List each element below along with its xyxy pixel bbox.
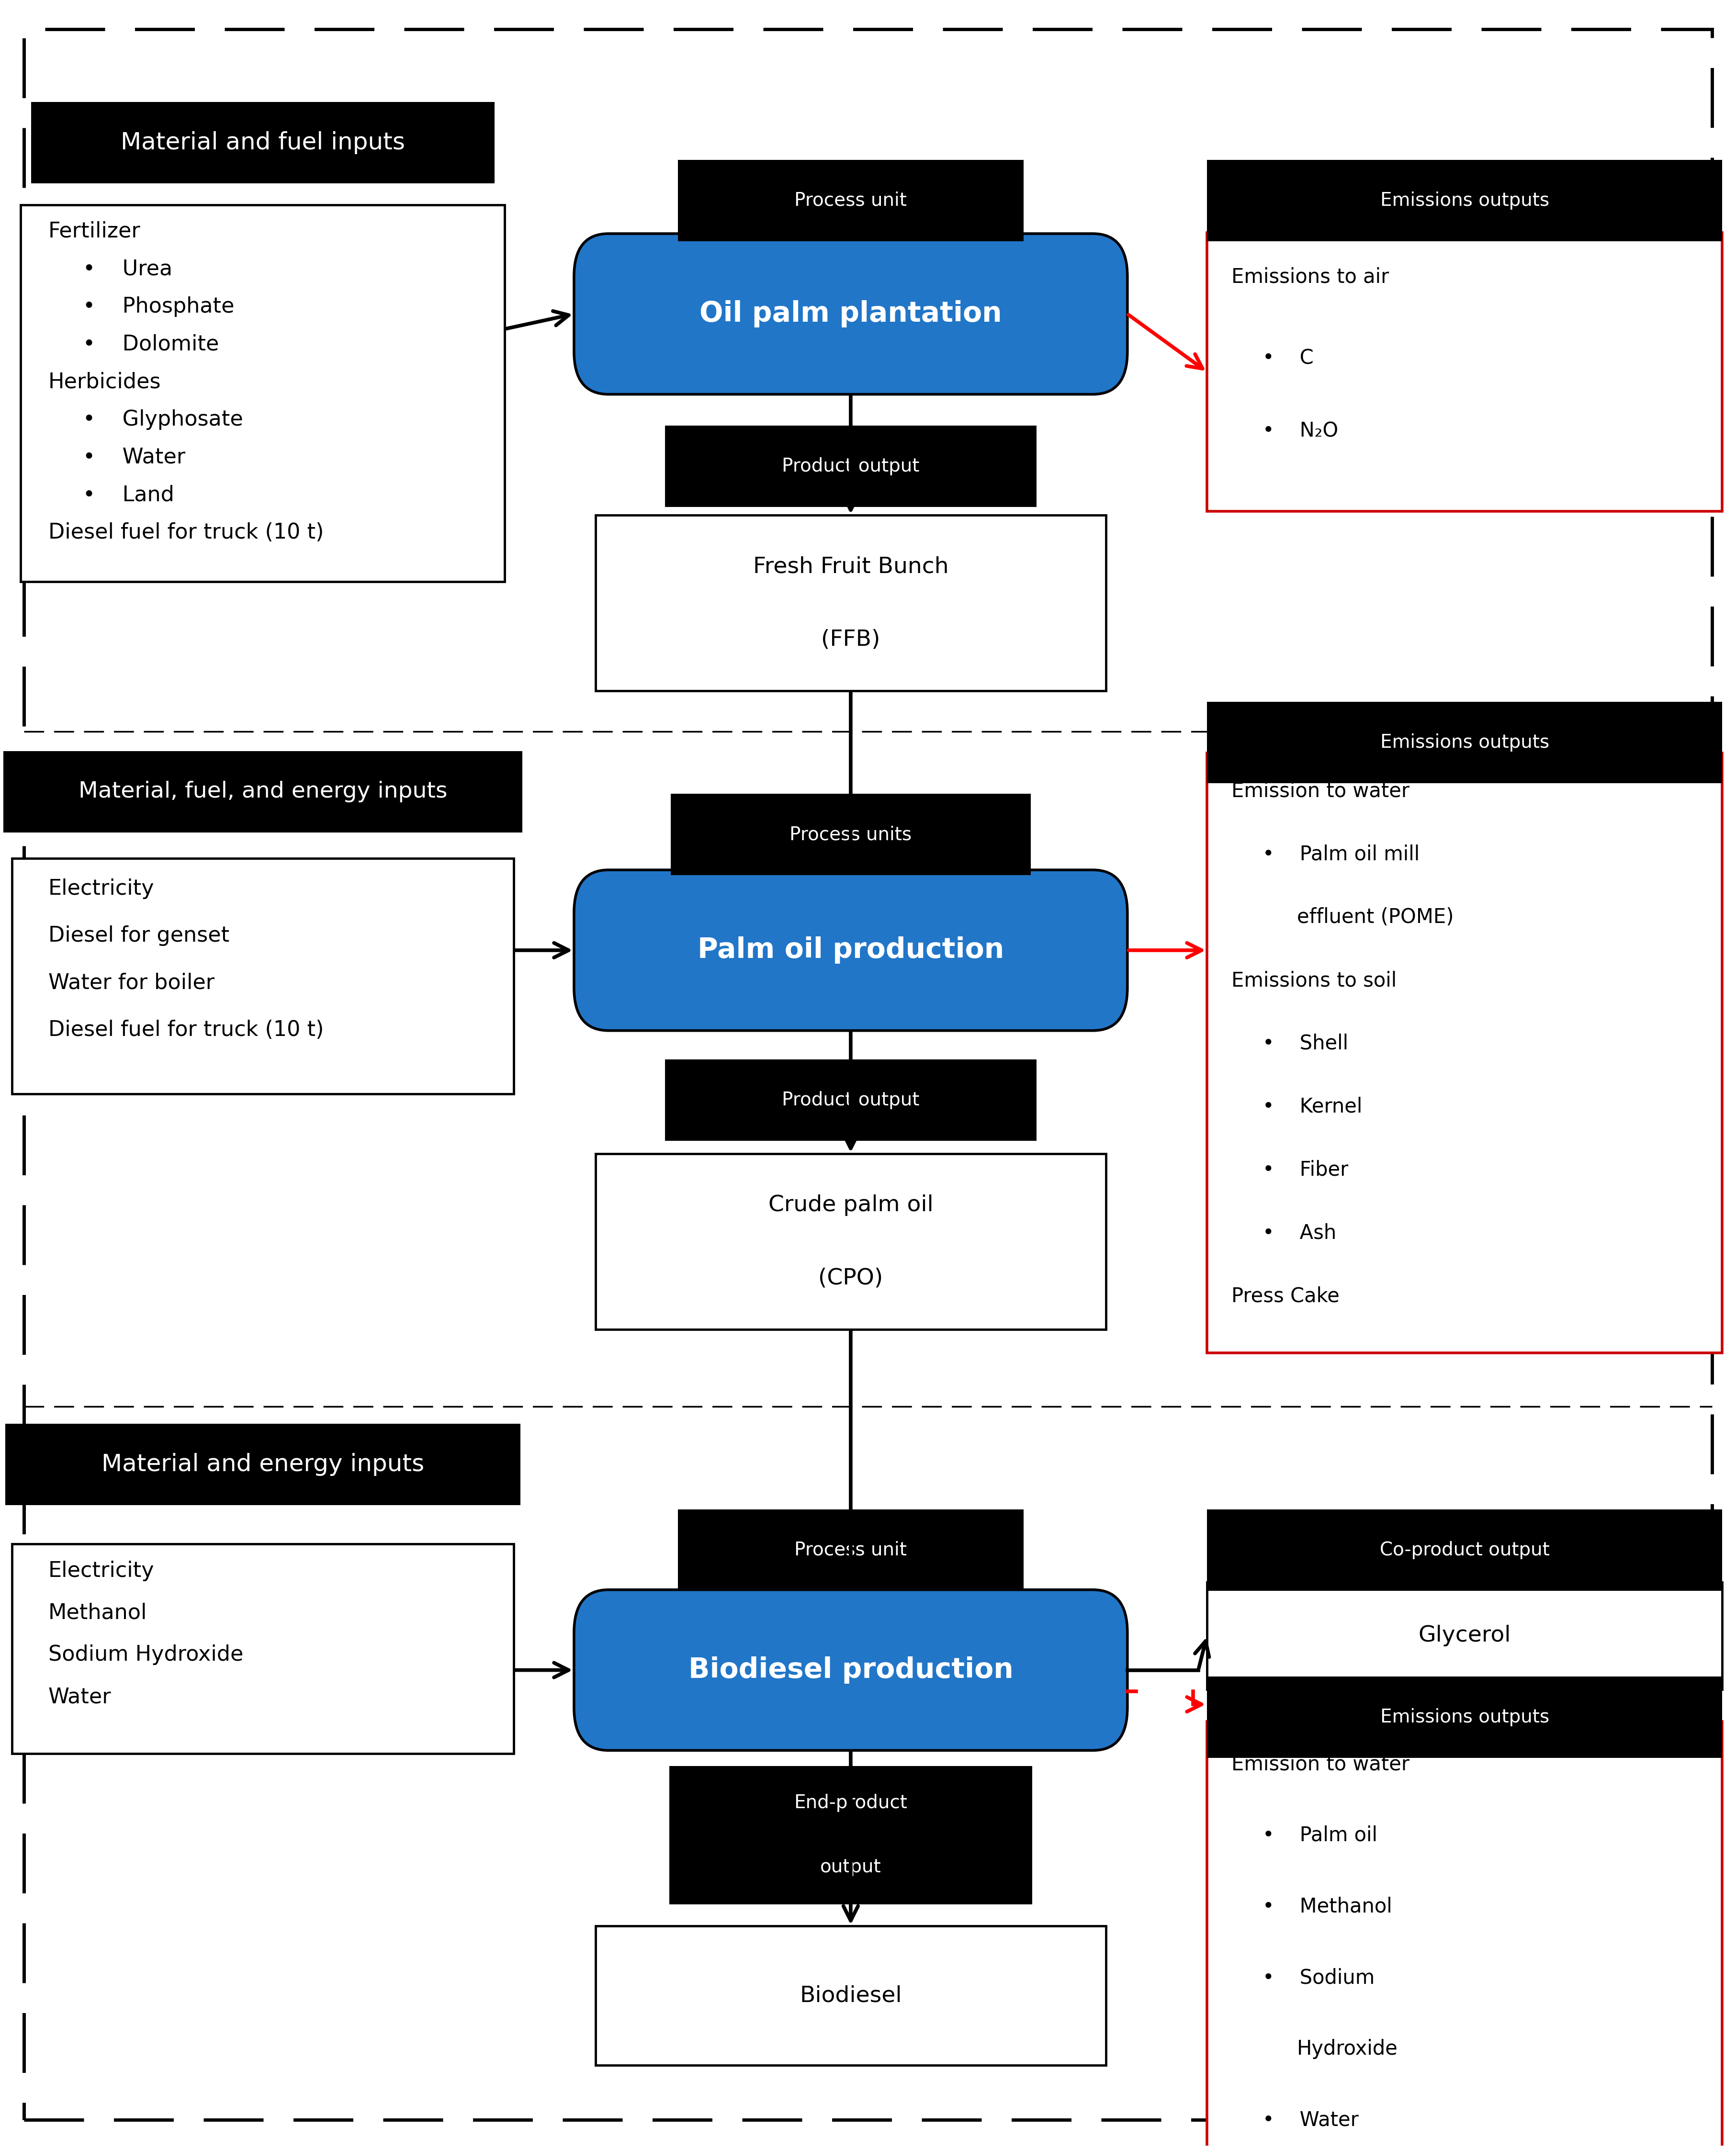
Text: •    Palm oil mill: • Palm oil mill (1262, 845, 1420, 864)
Text: Diesel fuel for truck (10 t): Diesel fuel for truck (10 t) (49, 1021, 323, 1040)
Text: Product output: Product output (781, 458, 920, 475)
FancyBboxPatch shape (3, 750, 523, 832)
FancyBboxPatch shape (575, 870, 1127, 1032)
Text: Biodiesel: Biodiesel (800, 1986, 901, 2007)
Text: Process unit: Process unit (795, 191, 906, 208)
Text: Process unit: Process unit (795, 1541, 906, 1560)
FancyBboxPatch shape (1207, 1676, 1722, 1758)
FancyBboxPatch shape (665, 426, 1036, 507)
Text: End-product: End-product (793, 1794, 908, 1812)
FancyBboxPatch shape (595, 1154, 1106, 1330)
Text: Glycerol: Glycerol (1418, 1625, 1510, 1646)
FancyBboxPatch shape (31, 101, 495, 183)
FancyBboxPatch shape (1207, 232, 1722, 511)
Text: •    Palm oil: • Palm oil (1262, 1825, 1377, 1846)
Text: Emissions outputs: Emissions outputs (1380, 191, 1549, 208)
Text: Sodium Hydroxide: Sodium Hydroxide (49, 1644, 243, 1665)
Text: •    Water: • Water (83, 447, 186, 468)
Text: •    Shell: • Shell (1262, 1034, 1349, 1053)
FancyBboxPatch shape (595, 516, 1106, 692)
Text: Electricity: Electricity (49, 879, 155, 898)
Text: Electricity: Electricity (49, 1560, 155, 1582)
FancyBboxPatch shape (677, 159, 1024, 241)
FancyBboxPatch shape (595, 1926, 1106, 2065)
Text: Methanol: Methanol (49, 1603, 148, 1622)
Text: •    Dolomite: • Dolomite (83, 333, 219, 355)
Text: •    Kernel: • Kernel (1262, 1096, 1363, 1117)
Text: •    Urea: • Urea (83, 258, 172, 279)
Text: (CPO): (CPO) (818, 1268, 884, 1289)
Text: (FFB): (FFB) (821, 630, 880, 651)
Text: •    N₂O: • N₂O (1262, 421, 1338, 441)
Text: Herbicides: Herbicides (49, 372, 161, 393)
Text: Material and fuel inputs: Material and fuel inputs (120, 131, 404, 155)
Text: Emission to water: Emission to water (1231, 1754, 1410, 1775)
FancyBboxPatch shape (668, 1766, 1033, 1904)
FancyBboxPatch shape (5, 1423, 521, 1504)
Text: Hydroxide: Hydroxide (1297, 2039, 1397, 2059)
FancyBboxPatch shape (670, 793, 1031, 875)
FancyBboxPatch shape (575, 1590, 1127, 1751)
Text: effluent (POME): effluent (POME) (1297, 907, 1453, 928)
Text: Emissions to soil: Emissions to soil (1231, 971, 1396, 991)
Text: Co-product output: Co-product output (1380, 1541, 1550, 1560)
FancyBboxPatch shape (1207, 159, 1722, 241)
Text: Crude palm oil: Crude palm oil (769, 1195, 934, 1216)
Text: Product output: Product output (781, 1092, 920, 1109)
Text: •    Glyphosate: • Glyphosate (83, 408, 243, 430)
FancyBboxPatch shape (12, 857, 514, 1094)
Text: •    C: • C (1262, 348, 1314, 367)
Text: •    Sodium: • Sodium (1262, 1968, 1375, 1988)
Text: Material and energy inputs: Material and energy inputs (101, 1453, 424, 1476)
FancyBboxPatch shape (575, 234, 1127, 393)
Text: Palm oil production: Palm oil production (698, 937, 1003, 965)
Text: Oil palm plantation: Oil palm plantation (700, 301, 1002, 327)
Text: Emissions outputs: Emissions outputs (1380, 1708, 1549, 1726)
Text: Diesel fuel for truck (10 t): Diesel fuel for truck (10 t) (49, 522, 323, 544)
Text: Fertilizer: Fertilizer (49, 221, 141, 241)
FancyBboxPatch shape (1207, 1582, 1722, 1689)
FancyBboxPatch shape (665, 1059, 1036, 1141)
FancyBboxPatch shape (1207, 1509, 1722, 1590)
Text: Press Cake: Press Cake (1231, 1285, 1338, 1307)
FancyBboxPatch shape (1207, 1721, 1722, 2149)
FancyBboxPatch shape (1207, 752, 1722, 1354)
Text: •    Methanol: • Methanol (1262, 1898, 1392, 1917)
Text: Biodiesel production: Biodiesel production (687, 1657, 1014, 1683)
Text: Water: Water (49, 1687, 111, 1706)
FancyBboxPatch shape (21, 204, 505, 582)
Text: •    Land: • Land (83, 486, 174, 505)
Text: •    Fiber: • Fiber (1262, 1160, 1349, 1180)
Text: Emissions outputs: Emissions outputs (1380, 733, 1549, 752)
FancyBboxPatch shape (677, 1509, 1024, 1590)
Text: output: output (819, 1859, 882, 1876)
FancyBboxPatch shape (1207, 703, 1722, 782)
Text: Process units: Process units (790, 825, 911, 845)
Text: •    Phosphate: • Phosphate (83, 297, 234, 316)
Text: •    Ash: • Ash (1262, 1223, 1337, 1242)
Text: Diesel for genset: Diesel for genset (49, 926, 229, 946)
Text: Emission to water: Emission to water (1231, 780, 1410, 802)
Text: Water for boiler: Water for boiler (49, 973, 215, 993)
Text: •    Water: • Water (1262, 2110, 1358, 2130)
Text: Fresh Fruit Bunch: Fresh Fruit Bunch (753, 557, 948, 578)
Text: Emissions to air: Emissions to air (1231, 266, 1389, 288)
FancyBboxPatch shape (12, 1543, 514, 1754)
Text: Material, fuel, and energy inputs: Material, fuel, and energy inputs (78, 780, 448, 802)
